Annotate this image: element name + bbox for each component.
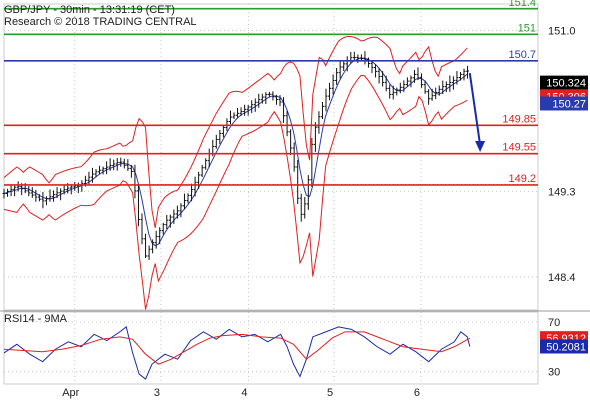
rsi-tick-label: 70 xyxy=(548,317,560,329)
price-panel-frame xyxy=(3,3,539,311)
chart-copyright: Research © 2018 TRADING CENTRAL xyxy=(4,16,197,28)
level-label-149.2: 149.2 xyxy=(508,173,536,185)
rsi-value-box-1: 50.2081 xyxy=(546,342,586,354)
level-label-149.85: 149.85 xyxy=(502,113,536,125)
bollinger-bands xyxy=(3,35,468,310)
x-tick-label: 3 xyxy=(154,387,160,399)
price-value-box-0: 150.324 xyxy=(546,78,586,90)
price-tick-label: 148.4 xyxy=(548,272,576,284)
axes: 151.0 149.3 148.4 Apr 3 4 5 6 70 30 xyxy=(62,26,575,399)
rsi-series-9ma xyxy=(3,331,471,365)
x-tick-label: Apr xyxy=(62,387,79,399)
price-bars xyxy=(2,51,470,260)
x-tick-label: 5 xyxy=(327,387,333,399)
rsi-tick-label: 30 xyxy=(548,367,560,379)
level-label-150.7: 150.7 xyxy=(508,49,536,61)
projection-arrow-line xyxy=(468,73,482,146)
price-value-box-2-bg xyxy=(540,96,588,111)
price-tick-label: 151.0 xyxy=(548,26,576,38)
chart-title: GBP/JPY - 30min - 13:31:19 (CET) xyxy=(4,4,175,16)
projection-arrow-head xyxy=(475,140,486,152)
level-label-151.4: 151.4 xyxy=(508,0,536,9)
price-value-box-2: 150.27 xyxy=(552,98,586,110)
level-label-149.55: 149.55 xyxy=(502,142,536,154)
rsi-panel xyxy=(3,321,538,380)
price-tick-label: 149.3 xyxy=(548,187,576,199)
rsi-panel-frame xyxy=(3,311,539,385)
level-label-151: 151 xyxy=(518,22,536,34)
lower-band xyxy=(3,74,468,310)
x-tick-label: 6 xyxy=(414,387,420,399)
x-tick-label: 4 xyxy=(241,387,247,399)
rsi-title: RSI14 - 9MA xyxy=(4,313,68,325)
moving-average xyxy=(3,57,468,247)
price-value-box-0-bg xyxy=(540,75,588,90)
rsi-value-box-1-bg xyxy=(540,339,588,354)
upper-band xyxy=(3,35,468,228)
levels: 151.4 151 150.7 149.85 149.55 149.2 xyxy=(4,0,538,186)
